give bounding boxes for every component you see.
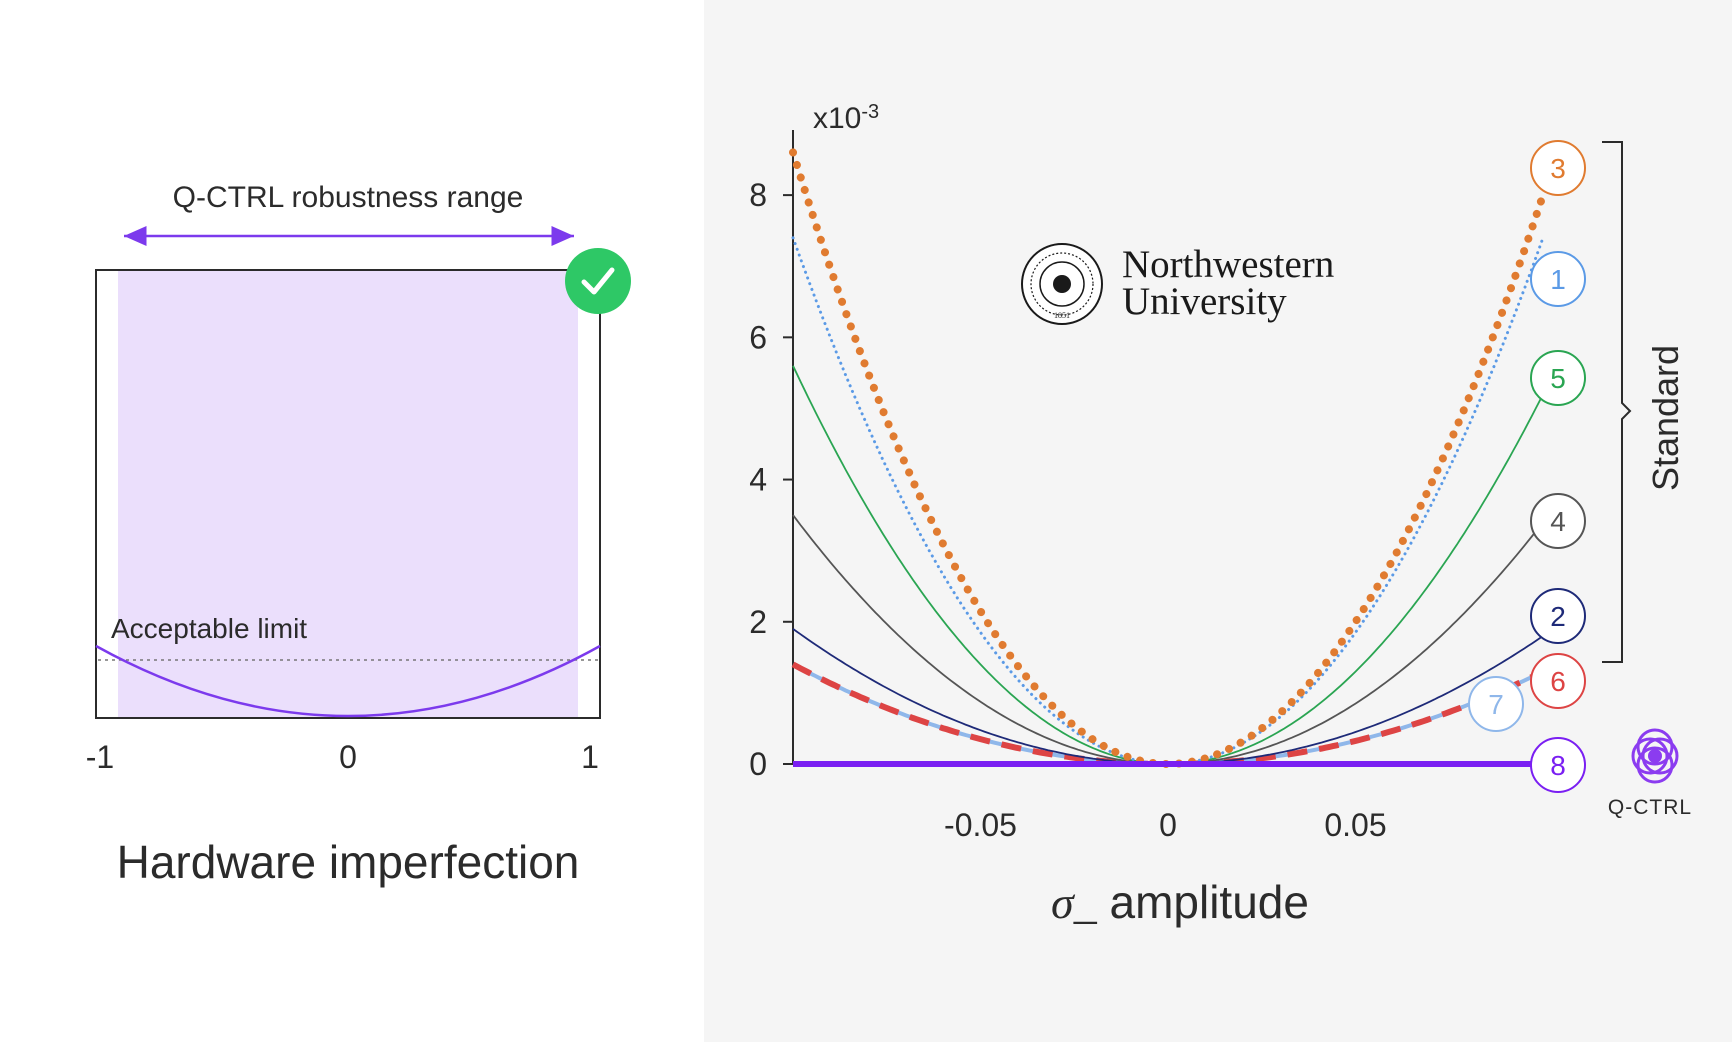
- y-tick-label: 2: [749, 604, 767, 640]
- robustness-range-label: Q-CTRL robustness range: [173, 181, 524, 214]
- error-curve: [95, 644, 601, 718]
- standard-bracket: Standard: [1602, 141, 1686, 663]
- series-badge-label: 5: [1550, 363, 1566, 394]
- series-line-5: [792, 365, 1544, 765]
- series-badge: [1530, 251, 1586, 307]
- series-badge: [1530, 140, 1586, 196]
- standard-label: Standard: [1645, 345, 1686, 491]
- series-badge: [1530, 588, 1586, 644]
- robustness-band: [118, 270, 578, 718]
- scale-label: x10-3: [813, 101, 879, 135]
- series-badge-label: 3: [1550, 153, 1566, 184]
- left-tick-label: 1: [581, 739, 599, 775]
- series-badge-label: 8: [1550, 750, 1566, 781]
- left-tick-label: 0: [339, 739, 357, 775]
- left-tick-label: -1: [86, 739, 114, 775]
- university-name-line1: Northwestern: [1122, 243, 1334, 286]
- series-badge-label: 7: [1488, 689, 1504, 720]
- series-badge-label: 2: [1550, 601, 1566, 632]
- series-badge: [1530, 653, 1586, 709]
- y-tick-label: 0: [749, 746, 767, 782]
- series-badge-label: 4: [1550, 506, 1566, 537]
- series-badge-label: 1: [1550, 264, 1566, 295]
- x-tick-label: -0.05: [944, 807, 1017, 843]
- series-line-2: [792, 628, 1544, 765]
- series-badge: [1530, 493, 1586, 549]
- plot-frame: [95, 269, 601, 719]
- x-tick-label: 0.05: [1324, 807, 1386, 843]
- series-badge: [1530, 350, 1586, 406]
- chart-xlabel: σ_ amplitude: [1051, 876, 1309, 928]
- university-name-line2: University: [1122, 280, 1287, 323]
- left-diagram: Q-CTRL robustness range Acceptable limit…: [86, 181, 631, 888]
- qctrl-logo: Q-CTRL: [1608, 728, 1692, 819]
- university-seal-icon: 1851: [1021, 243, 1103, 325]
- seal-year: 1851: [1054, 311, 1070, 320]
- series-line-7: [792, 662, 1544, 766]
- series-badge: [1530, 737, 1586, 793]
- chart: x10-3 1851 Northwestern University Stand…: [749, 101, 1692, 928]
- y-tick-label: 4: [749, 462, 767, 498]
- series-badge-label: 6: [1550, 666, 1566, 697]
- series-badge: [1468, 676, 1524, 732]
- acceptable-limit-label: Acceptable limit: [111, 613, 307, 644]
- y-tick-label: 8: [749, 177, 767, 213]
- left-xlabel: Hardware imperfection: [117, 836, 580, 888]
- qctrl-logo-text: Q-CTRL: [1608, 796, 1692, 819]
- x-tick-label: 0: [1159, 807, 1177, 843]
- series-line-4: [792, 514, 1544, 765]
- y-tick-label: 6: [749, 319, 767, 355]
- check-circle-icon: [565, 248, 631, 314]
- qctrl-logo-icon: [1631, 728, 1679, 784]
- university-logo: 1851 Northwestern University: [1021, 243, 1334, 325]
